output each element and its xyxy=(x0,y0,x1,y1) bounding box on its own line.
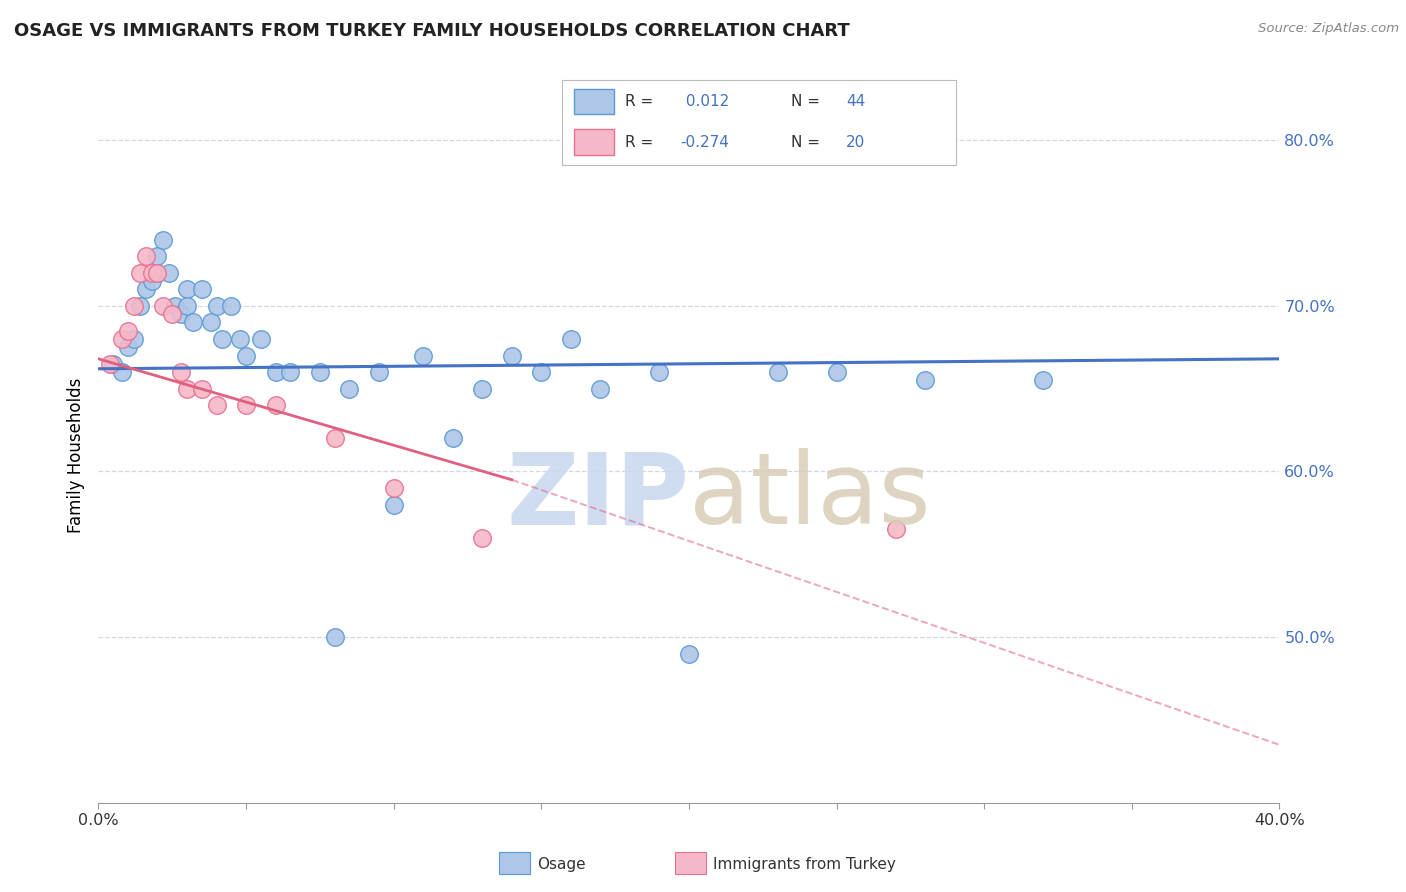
Text: 0.012: 0.012 xyxy=(681,94,728,109)
Point xyxy=(200,315,222,329)
Point xyxy=(176,282,198,296)
Point xyxy=(98,357,121,371)
Point xyxy=(264,365,287,379)
Text: N =: N = xyxy=(790,94,824,109)
Point xyxy=(648,365,671,379)
Point xyxy=(191,382,214,396)
Point xyxy=(382,498,405,512)
Point xyxy=(914,373,936,387)
Point xyxy=(162,307,183,321)
Point xyxy=(170,307,193,321)
Point xyxy=(157,266,180,280)
Point xyxy=(152,233,174,247)
Point xyxy=(530,365,553,379)
Point xyxy=(337,382,360,396)
Point xyxy=(589,382,612,396)
Point xyxy=(441,431,464,445)
Point xyxy=(128,299,150,313)
Point xyxy=(412,349,434,363)
Point xyxy=(323,431,346,445)
Text: OSAGE VS IMMIGRANTS FROM TURKEY FAMILY HOUSEHOLDS CORRELATION CHART: OSAGE VS IMMIGRANTS FROM TURKEY FAMILY H… xyxy=(14,22,849,40)
Text: R =: R = xyxy=(626,94,658,109)
Point xyxy=(229,332,252,346)
Text: ZIP: ZIP xyxy=(506,448,689,545)
Point xyxy=(471,531,494,545)
Point xyxy=(117,324,139,338)
Bar xyxy=(574,129,613,155)
Text: Source: ZipAtlas.com: Source: ZipAtlas.com xyxy=(1258,22,1399,36)
Point xyxy=(884,523,907,537)
Point xyxy=(382,481,405,495)
Point xyxy=(766,365,789,379)
Text: atlas: atlas xyxy=(689,448,931,545)
Point xyxy=(309,365,332,379)
Point xyxy=(205,299,228,313)
Text: Immigrants from Turkey: Immigrants from Turkey xyxy=(713,857,896,871)
Point xyxy=(191,282,214,296)
Text: N =: N = xyxy=(790,135,824,150)
Text: 20: 20 xyxy=(846,135,865,150)
Point xyxy=(471,382,494,396)
Text: Osage: Osage xyxy=(537,857,586,871)
Point xyxy=(176,299,198,313)
Point xyxy=(264,398,287,412)
Point xyxy=(146,266,169,280)
Point xyxy=(278,365,302,379)
Point xyxy=(560,332,582,346)
Point xyxy=(176,382,198,396)
Point xyxy=(111,365,134,379)
Point xyxy=(152,299,174,313)
Text: -0.274: -0.274 xyxy=(681,135,730,150)
Point xyxy=(235,349,257,363)
FancyBboxPatch shape xyxy=(562,80,956,165)
Point xyxy=(368,365,391,379)
Point xyxy=(141,266,163,280)
Point xyxy=(323,630,346,644)
Point xyxy=(219,299,242,313)
Point xyxy=(825,365,848,379)
Text: R =: R = xyxy=(626,135,658,150)
Point xyxy=(170,365,193,379)
Point xyxy=(235,398,257,412)
Point xyxy=(122,332,145,346)
Bar xyxy=(574,89,613,114)
Point xyxy=(117,340,139,354)
Point xyxy=(211,332,233,346)
Point xyxy=(141,274,163,288)
Point xyxy=(122,299,145,313)
Point xyxy=(103,357,125,371)
Point xyxy=(250,332,273,346)
Point xyxy=(135,282,157,296)
Point xyxy=(146,266,169,280)
Point xyxy=(1032,373,1054,387)
Y-axis label: Family Households: Family Households xyxy=(66,377,84,533)
Point xyxy=(205,398,228,412)
Point xyxy=(678,647,700,661)
Text: 44: 44 xyxy=(846,94,865,109)
Point xyxy=(181,315,204,329)
Point xyxy=(135,249,157,263)
Point xyxy=(111,332,134,346)
Point xyxy=(128,266,150,280)
Point xyxy=(501,349,523,363)
Point xyxy=(165,299,187,313)
Point xyxy=(146,249,169,263)
